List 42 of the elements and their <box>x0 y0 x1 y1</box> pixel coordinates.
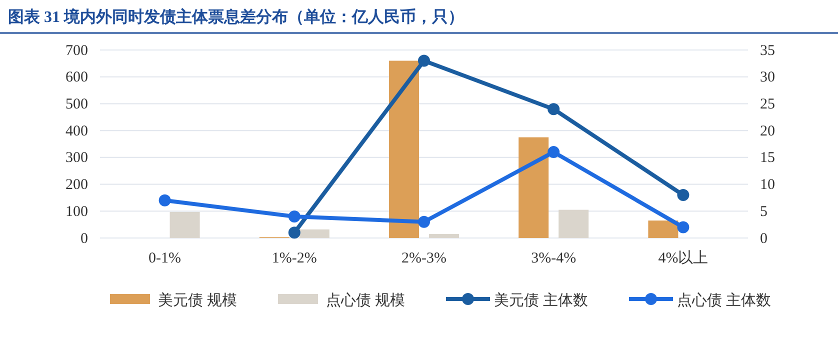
point <box>418 216 430 228</box>
y2-tick-label: 25 <box>760 96 775 113</box>
y2-tick-label: 5 <box>760 204 768 220</box>
y-tick-label: 400 <box>66 123 88 140</box>
y-tick-label: 600 <box>66 70 88 86</box>
bar <box>299 229 330 238</box>
legend-label: 点心债 主体数 <box>677 292 771 309</box>
y2-tick-label: 10 <box>760 177 775 194</box>
legend-label: 点心债 规模 <box>326 292 405 309</box>
y-tick-label: 0 <box>80 230 88 247</box>
legend-label: 美元债 主体数 <box>494 292 588 309</box>
point <box>677 189 690 202</box>
legend-label: 美元债 规模 <box>158 292 237 309</box>
bar <box>648 220 678 238</box>
x-tick-label: 3%-4% <box>531 250 576 267</box>
x-tick-label: 0-1% <box>148 250 182 267</box>
y-tick-label: 100 <box>66 204 88 220</box>
point <box>288 210 300 223</box>
y-tick-label: 300 <box>66 150 88 166</box>
point <box>418 54 430 67</box>
bar <box>558 210 589 238</box>
y-tick-label: 200 <box>66 177 88 194</box>
y2-tick-label: 0 <box>760 230 768 247</box>
bar <box>518 137 549 238</box>
x-tick-label: 1%-2% <box>272 250 317 267</box>
chart-title: 图表 31 境内外同时发债主体票息差分布（单位：亿人民币，只） <box>8 7 464 26</box>
x-tick-label: 4%以上 <box>658 250 708 267</box>
bar <box>170 212 200 238</box>
y-tick-label: 500 <box>66 96 88 113</box>
point <box>677 221 690 234</box>
y-tick-label: 700 <box>66 42 88 59</box>
bar <box>429 234 459 238</box>
y2-tick-label: 35 <box>760 42 775 59</box>
x-tick-label: 2%-3% <box>402 250 446 267</box>
y2-tick-label: 15 <box>760 150 775 166</box>
y2-tick-label: 30 <box>760 70 775 86</box>
point <box>548 103 560 116</box>
y2-tick-label: 20 <box>760 123 775 140</box>
point <box>548 146 560 158</box>
point <box>288 226 300 239</box>
point <box>158 194 171 206</box>
bar <box>389 60 419 238</box>
